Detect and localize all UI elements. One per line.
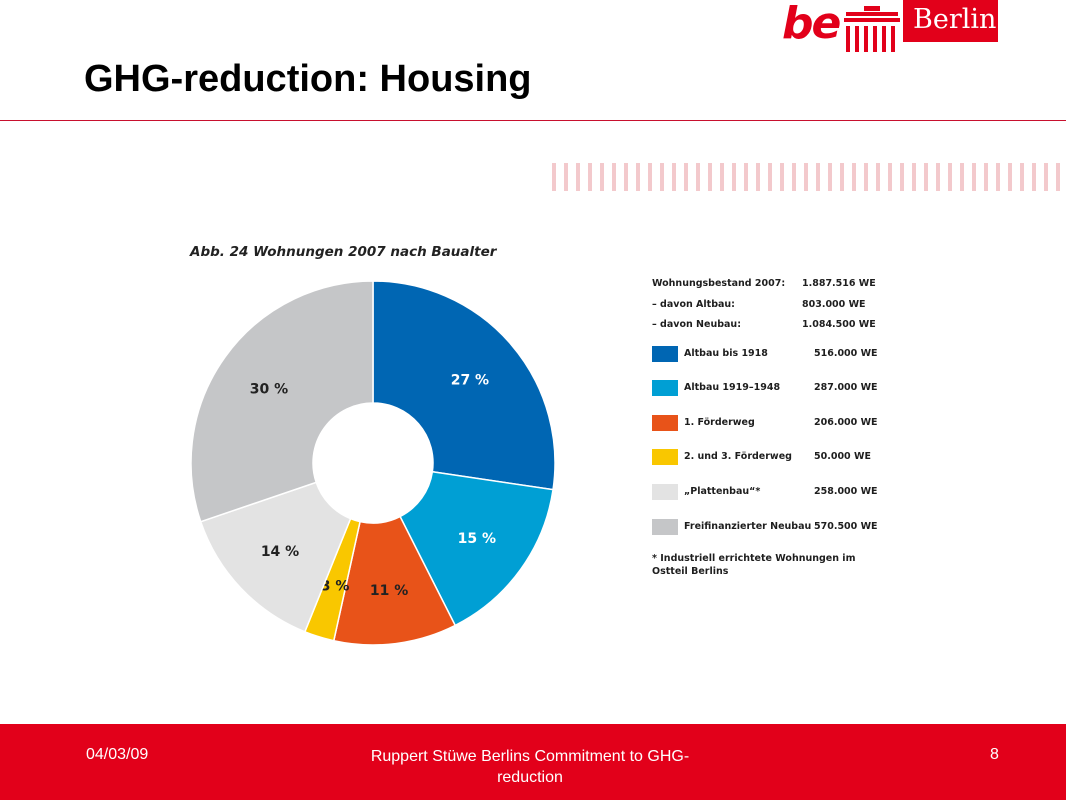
legend-swatch bbox=[652, 346, 678, 362]
pie-label-5: 30 % bbox=[250, 381, 288, 397]
legend-value: 516.000 WE bbox=[814, 348, 878, 359]
summary-value: 1.084.500 WE bbox=[802, 319, 876, 330]
legend-label: Freifinanzierter Neubau bbox=[684, 521, 812, 532]
legend-swatch bbox=[652, 380, 678, 396]
legend-item-altbau-1919-1948: Altbau 1919–1948 287.000 WE bbox=[652, 380, 882, 396]
summary-row-neubau: – davon Neubau: 1.084.500 WE bbox=[652, 319, 882, 340]
decorative-stripes bbox=[552, 163, 1066, 191]
slide-title: GHG-reduction: Housing bbox=[84, 58, 532, 100]
legend-item-altbau-1918: Altbau bis 1918 516.000 WE bbox=[652, 346, 882, 362]
logo-be-text: be bbox=[782, 0, 841, 49]
footer-date: 04/03/09 bbox=[86, 746, 149, 763]
legend-value: 206.000 WE bbox=[814, 417, 878, 428]
pie-slice-0 bbox=[372, 280, 556, 491]
summary-row-altbau: – davon Altbau: 803.000 WE bbox=[652, 299, 882, 320]
slide-footer: 04/03/09 Ruppert Stüwe Berlins Commitmen… bbox=[0, 724, 1066, 800]
legend-swatch bbox=[652, 519, 678, 535]
legend-item-foerderweg-1: 1. Förderweg 206.000 WE bbox=[652, 415, 882, 431]
brandenburg-gate-icon bbox=[844, 6, 900, 52]
legend-swatch bbox=[652, 415, 678, 431]
legend-label: 2. und 3. Förderweg bbox=[684, 451, 792, 462]
legend-value: 50.000 WE bbox=[814, 451, 871, 462]
legend-label: Altbau bis 1918 bbox=[684, 348, 768, 359]
legend-item-foerderweg-2-3: 2. und 3. Förderweg 50.000 WE bbox=[652, 449, 882, 465]
pie-label-4: 14 % bbox=[261, 544, 299, 560]
legend-item-freifinanziert: Freifinanzierter Neubau 570.500 WE bbox=[652, 519, 882, 535]
pie-label-1: 15 % bbox=[458, 531, 496, 547]
pie-slice-1 bbox=[399, 470, 554, 627]
summary-value: 803.000 WE bbox=[802, 298, 866, 310]
summary-row-total: Wohnungsbestand 2007: 1.887.516 WE bbox=[652, 278, 882, 299]
pie-slice-4 bbox=[199, 481, 352, 633]
chart-title: Abb. 24 Wohnungen 2007 nach Baualter bbox=[190, 244, 497, 260]
legend-label: 1. Förderweg bbox=[684, 417, 755, 428]
summary-label: – davon Neubau: bbox=[652, 319, 741, 330]
berlin-logo: be Berlin bbox=[780, 0, 1000, 56]
legend-value: 570.500 WE bbox=[814, 521, 878, 532]
donut-chart: 27 % 15 % 11 % 3 % 14 % 30 % bbox=[190, 280, 556, 646]
summary-label: Wohnungsbestand 2007: bbox=[652, 278, 786, 289]
footer-page-number: 8 bbox=[990, 746, 999, 763]
logo-berlin-box: Berlin bbox=[903, 0, 998, 42]
legend-label: Altbau 1919–1948 bbox=[684, 382, 781, 393]
pie-label-3: 3 % bbox=[321, 578, 350, 594]
pie-slice-2 bbox=[332, 515, 457, 646]
legend-swatch bbox=[652, 484, 678, 500]
pie-slice-5 bbox=[190, 280, 374, 523]
legend-value: 258.000 WE bbox=[814, 486, 878, 497]
title-divider bbox=[0, 120, 1066, 121]
legend-label: „Plattenbau“* bbox=[684, 486, 761, 497]
summary-value: 1.887.516 WE bbox=[802, 278, 876, 289]
chart-legend: Wohnungsbestand 2007: 1.887.516 WE – dav… bbox=[652, 278, 882, 577]
footer-presentation-title: Ruppert Stüwe Berlins Commitment to GHG-… bbox=[370, 748, 690, 786]
legend-item-plattenbau: „Plattenbau“* 258.000 WE bbox=[652, 484, 882, 500]
chart-footnote: * Industriell errichtete Wohnungen im Os… bbox=[652, 553, 856, 577]
pie-label-0: 27 % bbox=[451, 372, 489, 388]
summary-label: – davon Altbau: bbox=[652, 298, 735, 310]
legend-value: 287.000 WE bbox=[814, 382, 878, 393]
logo-berlin-text: Berlin bbox=[913, 4, 997, 35]
pie-label-2: 11 % bbox=[370, 583, 408, 599]
legend-swatch bbox=[652, 449, 678, 465]
